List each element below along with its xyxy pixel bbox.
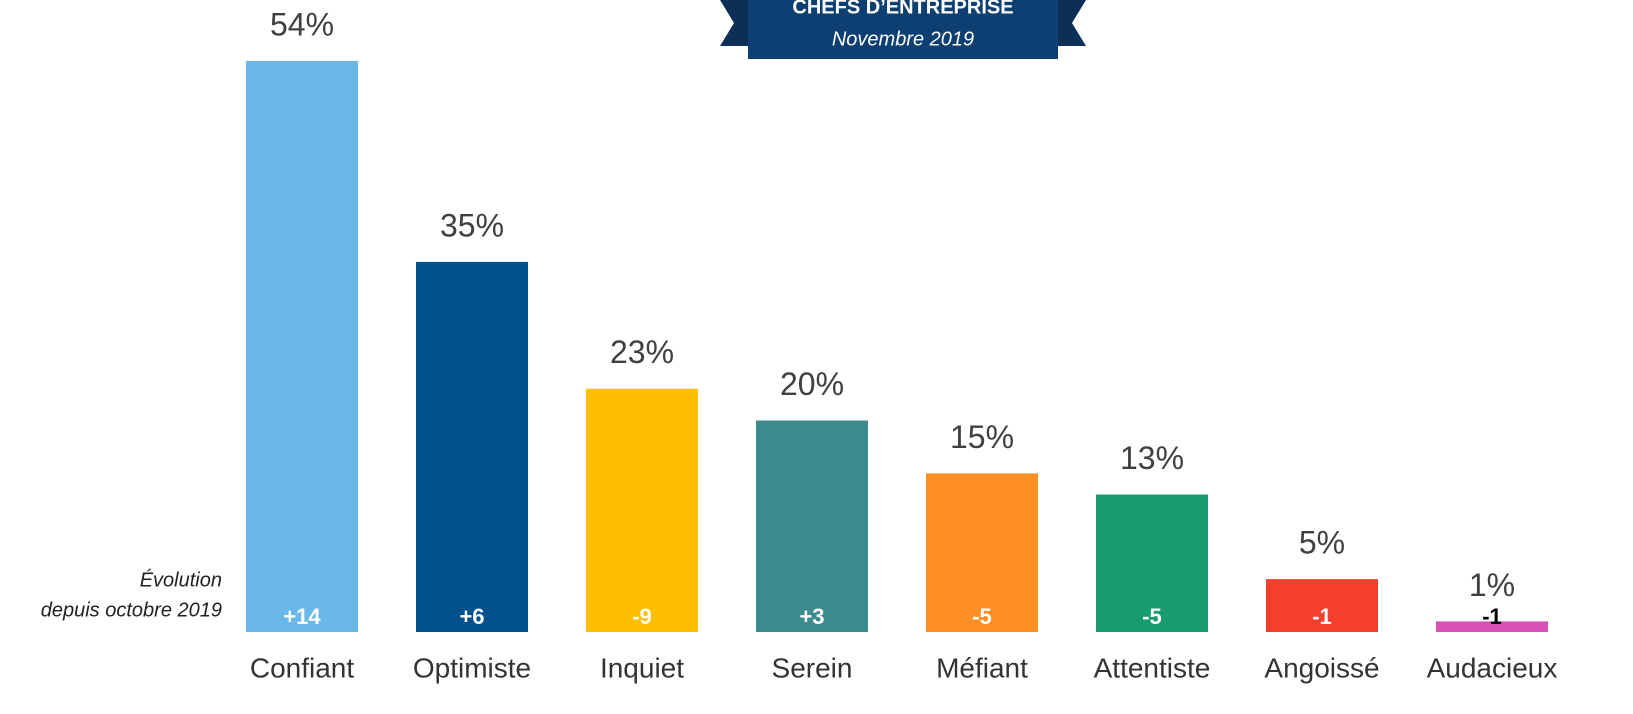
bar xyxy=(1096,494,1208,632)
change-label: -5 xyxy=(1142,604,1162,629)
change-label: +14 xyxy=(283,604,321,629)
change-label: -1 xyxy=(1482,604,1502,629)
bar xyxy=(246,61,358,632)
bar xyxy=(926,473,1038,632)
x-tick-label: Optimiste xyxy=(413,652,531,683)
value-label: 35% xyxy=(440,207,504,243)
bar xyxy=(586,388,698,632)
x-tick-label: Serein xyxy=(772,652,853,683)
value-label: 23% xyxy=(610,334,674,370)
value-label: 20% xyxy=(780,366,844,402)
bar xyxy=(1436,621,1548,632)
value-label: 1% xyxy=(1469,567,1515,603)
x-tick-label: Confiant xyxy=(250,652,355,683)
x-tick-label: Angoissé xyxy=(1264,652,1379,683)
bar xyxy=(416,261,528,632)
annotation: Évolution xyxy=(140,568,222,591)
change-label: -9 xyxy=(632,604,652,629)
banner-box xyxy=(748,0,1058,59)
change-label: -1 xyxy=(1312,604,1332,629)
bar xyxy=(756,420,868,632)
value-label: 15% xyxy=(950,419,1014,455)
x-tick-label: Audacieux xyxy=(1427,652,1558,683)
change-label: -5 xyxy=(972,604,992,629)
value-label: 13% xyxy=(1120,440,1184,476)
x-tick-label: Méfiant xyxy=(936,652,1028,683)
annotation: depuis octobre 2019 xyxy=(41,599,222,621)
banner: CHEFS D’ENTREPRISE Novembre 2019 xyxy=(720,0,1086,59)
banner-title: CHEFS D’ENTREPRISE xyxy=(792,0,1013,18)
change-label: +3 xyxy=(799,604,824,629)
banner-subtitle: Novembre 2019 xyxy=(832,28,974,50)
x-tick-label: Inquiet xyxy=(600,652,684,683)
x-tick-label: Attentiste xyxy=(1094,652,1211,683)
value-label: 5% xyxy=(1299,525,1345,561)
bar xyxy=(1266,579,1378,632)
change-label: +6 xyxy=(459,604,484,629)
value-label: 54% xyxy=(270,6,334,42)
